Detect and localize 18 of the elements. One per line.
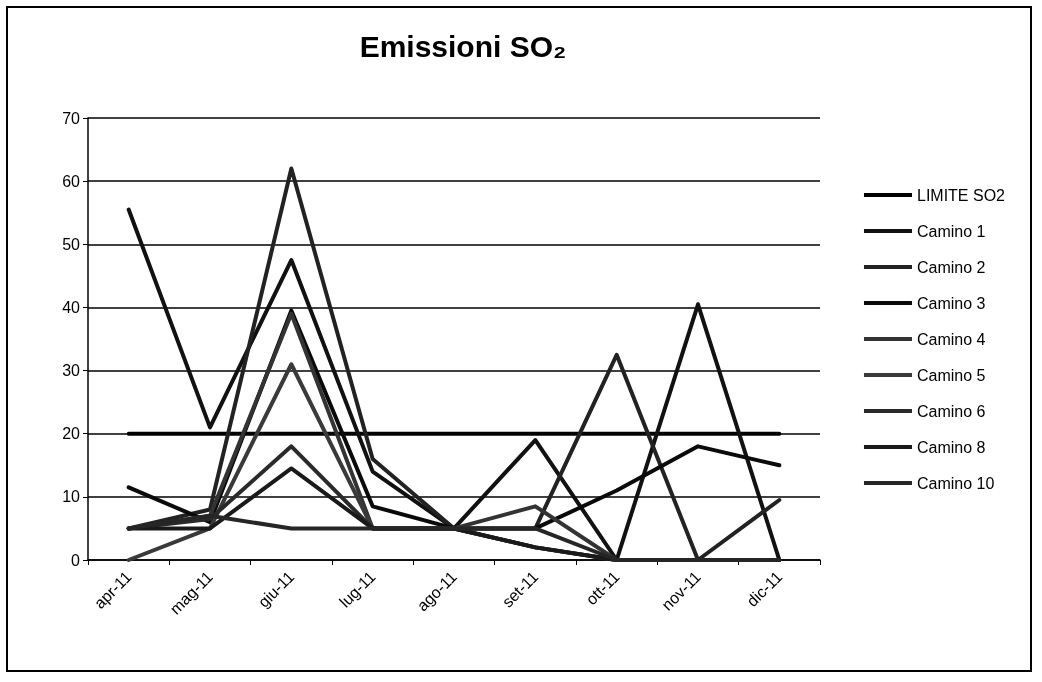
y-tick-label: 10: [62, 488, 81, 506]
legend-label: Camino 4: [916, 330, 986, 348]
legend-label: Camino 8: [916, 438, 986, 456]
legend-label: Camino 5: [916, 366, 986, 384]
y-tick-label: 50: [62, 235, 81, 253]
chart-title: Emissioni SO₂: [359, 29, 567, 63]
legend-label: Camino 6: [916, 402, 986, 420]
y-tick-label: 70: [62, 109, 81, 127]
y-tick-label: 20: [62, 425, 81, 443]
y-tick-label: 40: [62, 298, 81, 316]
legend-label: Camino 2: [916, 258, 986, 276]
legend-label: Camino 10: [916, 474, 995, 492]
legend-label: Camino 3: [916, 294, 986, 312]
y-tick-label: 0: [71, 551, 81, 569]
legend-label: Camino 1: [916, 222, 986, 240]
y-tick-label: 60: [62, 172, 81, 190]
legend-label: LIMITE SO2: [916, 186, 1006, 204]
y-tick-label: 30: [62, 362, 81, 380]
